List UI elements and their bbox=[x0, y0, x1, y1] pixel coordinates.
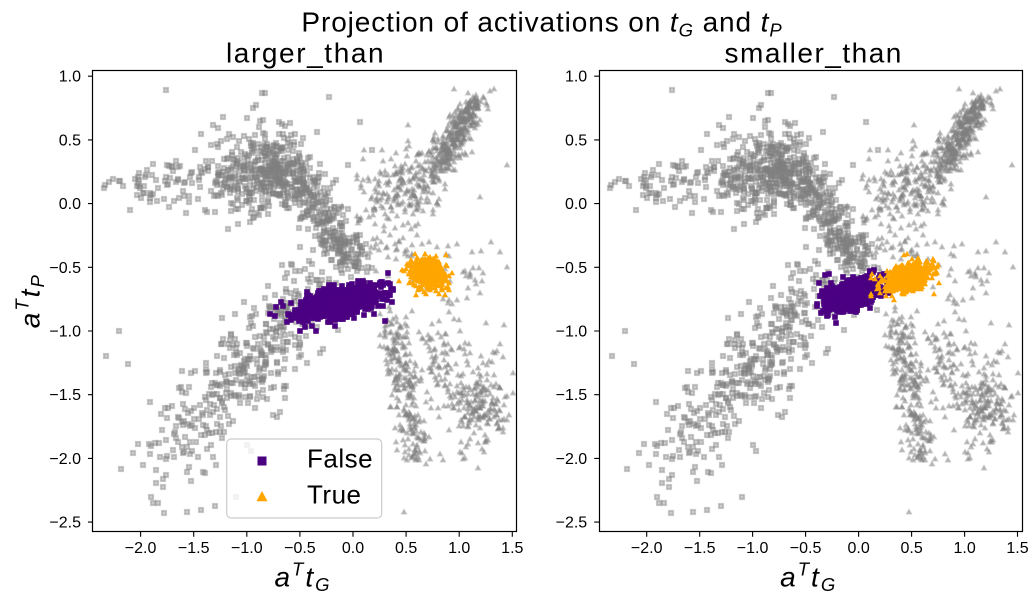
svg-text:1.0: 1.0 bbox=[565, 69, 587, 86]
svg-text:−1.0: −1.0 bbox=[231, 540, 263, 557]
svg-text:−0.5: −0.5 bbox=[556, 260, 588, 277]
svg-text:smaller_than: smaller_than bbox=[725, 37, 903, 68]
svg-text:−2.0: −2.0 bbox=[556, 451, 588, 468]
svg-text:−2.0: −2.0 bbox=[125, 540, 157, 557]
svg-text:0.0: 0.0 bbox=[847, 540, 869, 557]
svg-text:−2.0: −2.0 bbox=[49, 451, 81, 468]
svg-text:−1.0: −1.0 bbox=[737, 540, 769, 557]
svg-text:0.5: 0.5 bbox=[900, 540, 922, 557]
svg-text:1.0: 1.0 bbox=[448, 540, 470, 557]
svg-text:−2.5: −2.5 bbox=[49, 515, 81, 532]
svg-text:−0.5: −0.5 bbox=[790, 540, 822, 557]
svg-text:larger_than: larger_than bbox=[226, 37, 385, 68]
svg-text:−0.5: −0.5 bbox=[284, 540, 316, 557]
svg-text:−1.5: −1.5 bbox=[49, 387, 81, 404]
svg-text:1.5: 1.5 bbox=[1006, 540, 1028, 557]
svg-text:0.0: 0.0 bbox=[59, 196, 81, 213]
svg-text:False: False bbox=[307, 444, 373, 474]
svg-text:1.5: 1.5 bbox=[501, 540, 523, 557]
svg-text:0.5: 0.5 bbox=[395, 540, 417, 557]
svg-text:Projection of activations on t: Projection of activations on tG and tP bbox=[301, 7, 782, 41]
svg-text:−1.5: −1.5 bbox=[556, 387, 588, 404]
svg-text:−1.5: −1.5 bbox=[178, 540, 210, 557]
svg-text:−1.0: −1.0 bbox=[556, 324, 588, 341]
svg-text:1.0: 1.0 bbox=[953, 540, 975, 557]
svg-text:−1.5: −1.5 bbox=[684, 540, 716, 557]
svg-text:−2.0: −2.0 bbox=[631, 540, 663, 557]
svg-text:0.5: 0.5 bbox=[565, 132, 587, 149]
svg-text:0.5: 0.5 bbox=[59, 132, 81, 149]
svg-text:0.0: 0.0 bbox=[342, 540, 364, 557]
svg-text:True: True bbox=[307, 479, 362, 509]
svg-text:1.0: 1.0 bbox=[59, 69, 81, 86]
svg-text:−0.5: −0.5 bbox=[49, 260, 81, 277]
svg-text:−1.0: −1.0 bbox=[49, 324, 81, 341]
svg-text:−2.5: −2.5 bbox=[556, 515, 588, 532]
svg-text:0.0: 0.0 bbox=[565, 196, 587, 213]
